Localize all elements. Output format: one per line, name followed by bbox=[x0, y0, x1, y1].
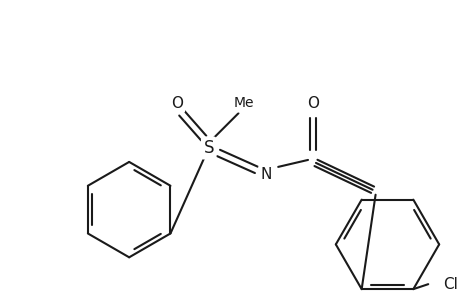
Text: O: O bbox=[306, 96, 318, 111]
Text: N: N bbox=[260, 167, 271, 182]
Text: S: S bbox=[203, 139, 213, 157]
Text: Cl: Cl bbox=[442, 277, 457, 292]
Text: O: O bbox=[170, 96, 183, 111]
Text: Me: Me bbox=[233, 96, 253, 110]
